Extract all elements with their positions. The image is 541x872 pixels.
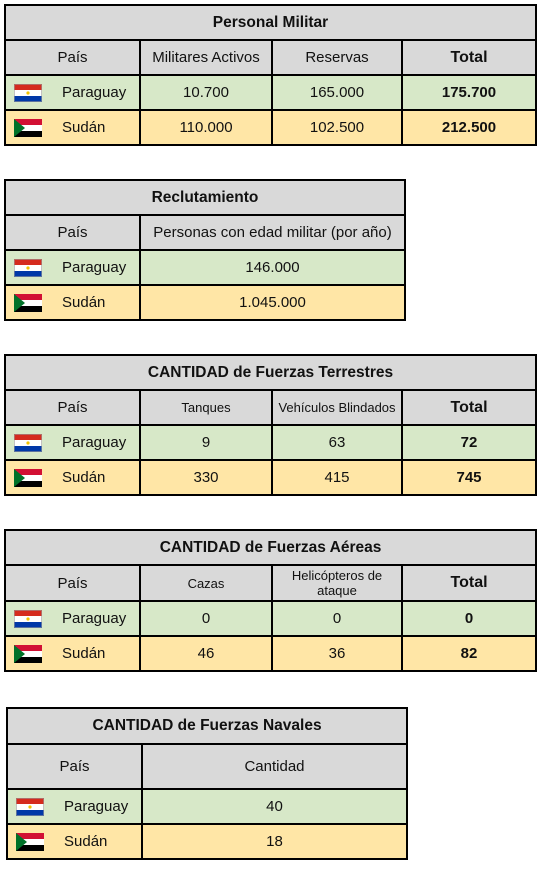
sudan-flag-icon	[14, 293, 42, 312]
col-header-cazas: Cazas	[139, 564, 273, 602]
col-header-pais: País	[4, 564, 141, 602]
col-header-pais: País	[6, 743, 143, 790]
total-value: 175.700	[401, 74, 537, 111]
table-row: Sudán 46 36 82	[4, 635, 538, 672]
country-cell: Sudán	[4, 109, 141, 146]
col-header-vehiculos: Vehículos Blindados	[271, 389, 403, 426]
country-name: Paraguay	[62, 434, 127, 451]
cantidad-value: 18	[141, 823, 408, 860]
paraguay-flag-icon	[16, 797, 44, 816]
paraguay-flag-icon	[14, 609, 42, 628]
reservas-value: 102.500	[271, 109, 403, 146]
country-name: Paraguay	[62, 84, 127, 101]
helicopteros-value: 36	[271, 635, 403, 672]
col-header-total: Total	[401, 39, 537, 76]
country-name: Sudán	[62, 119, 106, 136]
total-value: 745	[400, 459, 538, 496]
country-name: Paraguay	[64, 798, 129, 815]
country-cell: Paraguay	[4, 424, 141, 461]
vehiculos-value: 415	[271, 459, 403, 496]
total-value: 72	[400, 424, 538, 461]
paraguay-flag-icon	[14, 258, 42, 277]
table-row: Paraguay 9 63 72	[4, 424, 538, 461]
cantidad-value: 40	[141, 788, 408, 825]
paraguay-flag-icon	[14, 83, 42, 102]
country-name: Sudán	[64, 833, 108, 850]
col-header-tanques: Tanques	[139, 389, 273, 426]
country-name: Paraguay	[62, 610, 127, 627]
table-row: Paraguay 40	[6, 788, 408, 825]
table-row: Paraguay 10.700 165.000 175.700	[4, 74, 537, 111]
cazas-value: 46	[139, 635, 273, 672]
table-title: CANTIDAD de Fuerzas Terrestres	[3, 354, 538, 391]
col-header-total: Total	[400, 389, 538, 426]
table-row: Sudán 110.000 102.500 212.500	[4, 109, 537, 146]
col-header-pais: País	[4, 389, 141, 426]
sudan-flag-icon	[16, 832, 44, 851]
sudan-flag-icon	[14, 118, 42, 137]
activos-value: 110.000	[139, 109, 273, 146]
fuerzas-aereas-table: CANTIDAD de Fuerzas Aéreas País Cazas He…	[3, 529, 538, 672]
country-cell: Sudán	[4, 284, 141, 321]
col-header-helicopteros: Helicópteros de ataque	[271, 564, 403, 602]
fuerzas-navales-table: CANTIDAD de Fuerzas Navales País Cantida…	[6, 707, 408, 860]
edad-militar-value: 1.045.000	[139, 284, 406, 321]
table-title: Personal Militar	[4, 4, 537, 41]
table-row: Sudán 330 415 745	[4, 459, 538, 496]
col-header-total: Total	[400, 564, 538, 602]
country-cell: Paraguay	[4, 600, 141, 637]
country-name: Paraguay	[62, 259, 127, 276]
personal-militar-table: Personal Militar País Militares Activos …	[4, 4, 537, 146]
tanques-value: 9	[139, 424, 273, 461]
col-header-pais: País	[4, 39, 141, 76]
country-cell: Sudán	[6, 823, 143, 860]
country-name: Sudán	[62, 645, 106, 662]
table-row: Paraguay 0 0 0	[4, 600, 538, 637]
table-title: Reclutamiento	[4, 179, 406, 216]
col-header-activos: Militares Activos	[139, 39, 273, 76]
reservas-value: 165.000	[271, 74, 403, 111]
table-row: Paraguay 146.000	[4, 249, 406, 286]
activos-value: 10.700	[139, 74, 273, 111]
col-header-reservas: Reservas	[271, 39, 403, 76]
fuerzas-terrestres-table: CANTIDAD de Fuerzas Terrestres País Tanq…	[3, 354, 538, 496]
table-title: CANTIDAD de Fuerzas Navales	[6, 707, 408, 745]
tanques-value: 330	[139, 459, 273, 496]
country-name: Sudán	[62, 294, 106, 311]
edad-militar-value: 146.000	[139, 249, 406, 286]
col-header-pais: País	[4, 214, 141, 251]
table-title: CANTIDAD de Fuerzas Aéreas	[3, 529, 538, 566]
total-value: 0	[400, 600, 538, 637]
table-row: Sudán 1.045.000	[4, 284, 406, 321]
country-cell: Paraguay	[6, 788, 143, 825]
table-row: Sudán 18	[6, 823, 408, 860]
country-cell: Sudán	[4, 459, 141, 496]
country-cell: Sudán	[4, 635, 141, 672]
reclutamiento-table: Reclutamiento País Personas con edad mil…	[4, 179, 406, 321]
sudan-flag-icon	[14, 644, 42, 663]
paraguay-flag-icon	[14, 433, 42, 452]
total-value: 212.500	[401, 109, 537, 146]
sudan-flag-icon	[14, 468, 42, 487]
helicopteros-value: 0	[271, 600, 403, 637]
total-value: 82	[400, 635, 538, 672]
vehiculos-value: 63	[271, 424, 403, 461]
cazas-value: 0	[139, 600, 273, 637]
col-header-cantidad: Cantidad	[141, 743, 408, 790]
country-cell: Paraguay	[4, 74, 141, 111]
country-name: Sudán	[62, 469, 106, 486]
col-header-edad-militar: Personas con edad militar (por año)	[139, 214, 406, 251]
country-cell: Paraguay	[4, 249, 141, 286]
